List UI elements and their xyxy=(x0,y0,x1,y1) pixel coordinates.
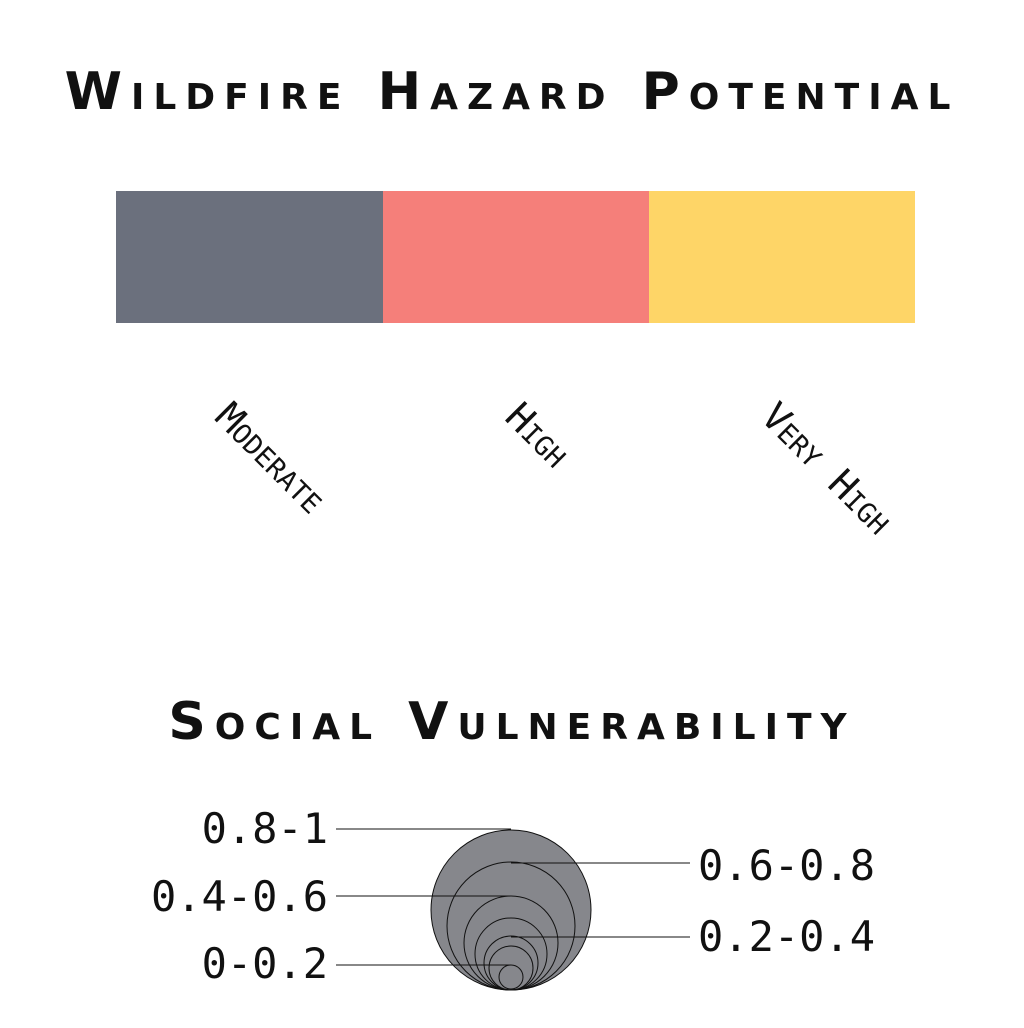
circle-inner-2 xyxy=(488,945,534,991)
hazard-title: Wildfire Hazard Potential xyxy=(64,62,960,122)
swatch-moderate xyxy=(116,191,383,323)
range-label-0.6-0.8: 0.6-0.8 xyxy=(698,841,875,890)
size-circles xyxy=(430,829,592,991)
range-label-0-0.2: 0-0.2 xyxy=(202,939,328,988)
swatch-high xyxy=(383,191,649,323)
range-label-0.2-0.4: 0.2-0.4 xyxy=(698,912,875,961)
range-label-0.4-0.6: 0.4-0.6 xyxy=(151,872,328,921)
range-label-0.8-1: 0.8-1 xyxy=(202,804,328,853)
vulnerability-title: Social Vulnerability xyxy=(168,692,856,752)
swatch-very-high xyxy=(649,191,915,323)
circle-0.8-1 xyxy=(430,829,592,991)
